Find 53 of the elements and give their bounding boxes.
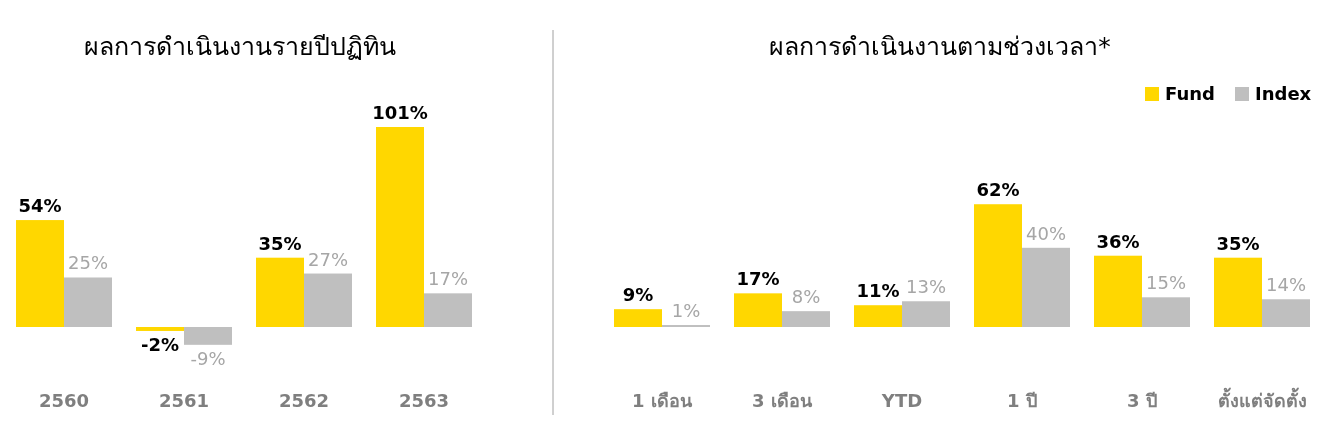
data-label: 11% [856,280,900,302]
chart-title: ผลการดำเนินงานตามช่วงเวลา* [769,32,1111,61]
x-tick-label: 1 ปี [1007,390,1037,411]
data-label: 17% [427,268,469,290]
bar [64,277,112,327]
x-tick-label: 1 เดือน [632,390,693,411]
data-label: 101% [372,102,428,123]
data-label: 9% [622,284,654,306]
bar [782,311,830,327]
bar [1094,255,1142,327]
data-label: 17% [736,268,780,290]
data-label: 35% [258,232,302,254]
x-tick-label: ตั้งแต่จัดตั้ง [1217,387,1307,411]
bar [304,273,352,327]
x-tick-label: 2562 [278,390,330,411]
x-tick-label: 3 เดือน [752,390,813,411]
x-tick-label: 2563 [398,390,450,411]
data-label: 14% [1265,274,1307,296]
bar [614,309,662,327]
bar [184,327,232,345]
data-label: 1% [671,300,701,322]
bar [1214,257,1262,327]
bar [1142,297,1190,327]
x-tick-label: 3 ปี [1127,390,1157,411]
bar [854,305,902,327]
data-label: 27% [307,248,349,270]
data-label: 15% [1145,272,1187,294]
data-label: 35% [1216,232,1260,254]
bar [1262,299,1310,327]
x-tick-label: 2561 [158,390,210,411]
bar [136,327,184,331]
data-label: 13% [905,276,947,298]
data-label: 8% [791,286,821,308]
legend-label: Fund [1165,83,1215,104]
bar [974,204,1022,327]
data-label: -9% [190,347,226,369]
data-label: -2% [140,333,180,355]
bar [256,257,304,327]
data-label: 25% [67,252,109,274]
data-label: 40% [1025,222,1067,244]
data-label: 36% [1096,230,1140,252]
chart-title: ผลการดำเนินงานรายปีปฏิทิน [84,32,396,61]
data-label: 62% [976,179,1020,201]
x-tick-label: 2560 [38,390,90,411]
data-label: 54% [18,195,62,217]
bar [902,301,950,327]
legend-label: Index [1255,83,1312,104]
bar [376,127,424,327]
x-tick-label: YTD [880,390,923,411]
bar [1022,247,1070,327]
bar [16,220,64,327]
bar [424,293,472,327]
bar [734,293,782,327]
